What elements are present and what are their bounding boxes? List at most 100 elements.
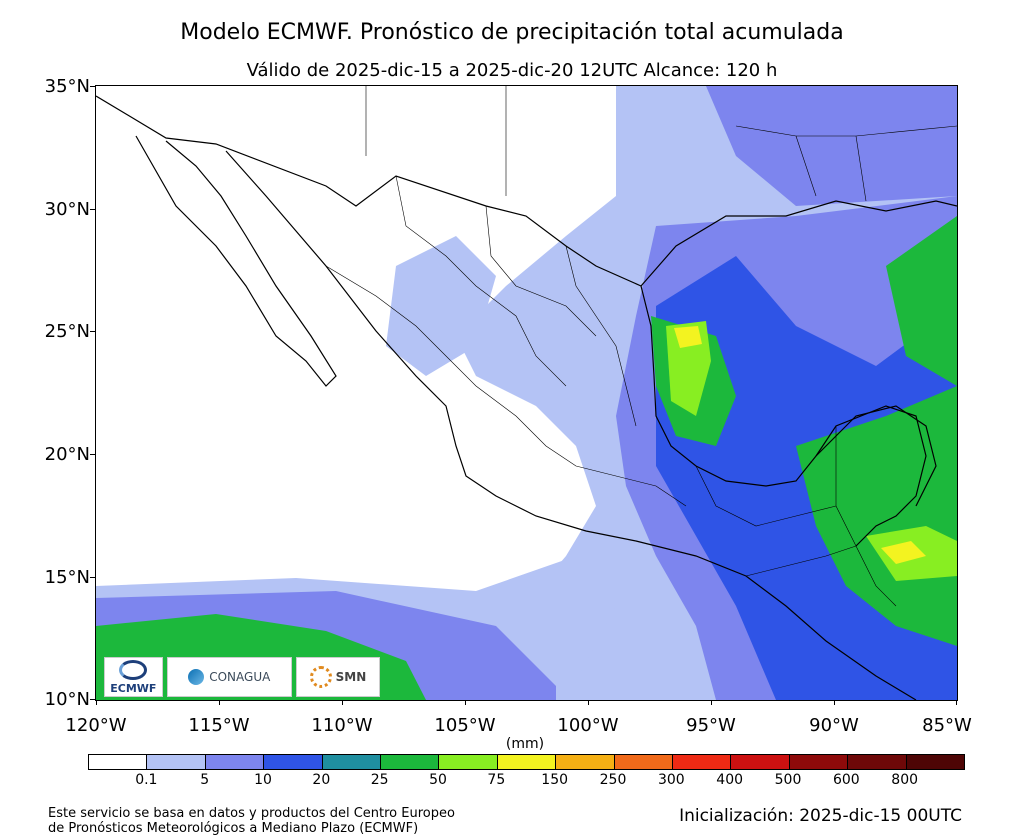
lon-label-115: 115°W [188, 715, 250, 736]
state-border-line [515, 415, 687, 507]
state-border-line [745, 545, 857, 577]
colorbar-label: 600 [832, 772, 860, 788]
precipitation-map [95, 85, 958, 701]
colorbar-label: 25 [370, 772, 389, 788]
ecmwf-logo-text: ECMWF [110, 681, 157, 695]
smn-logo: SMN [295, 657, 380, 697]
lat-label-30: 30°N [44, 199, 90, 220]
lon-label-105: 105°W [434, 715, 496, 736]
colorbar-segment [204, 755, 264, 769]
precip-zone-light-plateau [386, 236, 496, 376]
lon-tick [342, 700, 343, 705]
state-border-line [695, 465, 837, 527]
colorbar-segment [555, 755, 614, 769]
initialization-time: Inicialización: 2025-dic-15 00UTC [679, 806, 962, 826]
lon-tick [834, 700, 835, 705]
lat-tick [90, 699, 95, 700]
state-border-line [795, 135, 817, 197]
colorbar-segment [613, 755, 673, 769]
colorbar-unit: (mm) [505, 736, 545, 752]
colorbar-segment [263, 755, 322, 769]
ecmwf-logo-icon [119, 659, 148, 680]
colorbar-label: 300 [657, 772, 685, 788]
lat-label-15: 15°N [44, 567, 90, 588]
state-border-line [735, 125, 957, 137]
lon-label-110: 110°W [311, 715, 373, 736]
mainland-pacific-coast [225, 150, 917, 700]
colorbar-label: 5 [200, 772, 210, 788]
lat-tick [90, 331, 95, 332]
lon-label-120: 120°W [65, 715, 127, 736]
footer-attribution: Este servicio se basa en datos y product… [48, 806, 455, 836]
precip-zone-green-east [886, 216, 957, 386]
lat-label-10: 10°N [44, 689, 90, 710]
lon-label-100: 100°W [557, 715, 619, 736]
state-borders [325, 86, 957, 607]
smn-logo-text: SMN [335, 670, 367, 684]
colorbar-segment [730, 755, 789, 769]
colorbar-segment [672, 755, 731, 769]
colorbar-label: 500 [774, 772, 802, 788]
colorbar-label: 75 [487, 772, 506, 788]
colorbar-segment [89, 755, 147, 769]
colorbar-segment [788, 755, 848, 769]
precip-zone-yellow-central [881, 541, 926, 564]
logo-strip: ECMWF CONAGUA SMN [104, 657, 380, 697]
footer-line-1: Este servicio se basa en datos y product… [48, 806, 455, 821]
lat-tick [90, 454, 95, 455]
precip-zone-yellow-core [674, 326, 702, 348]
us-gulf-coast [640, 200, 957, 287]
colorbar-segment [146, 755, 205, 769]
lon-tick [96, 700, 97, 705]
lon-tick [711, 700, 712, 705]
baja-california-coast [135, 135, 337, 387]
state-border-line [325, 265, 517, 417]
map-title: Modelo ECMWF. Pronóstico de precipitació… [180, 20, 844, 45]
colorbar-segment [847, 755, 906, 769]
colorbar [88, 754, 965, 770]
precip-zone-blue-north [706, 86, 957, 206]
state-border-line [395, 175, 567, 387]
colorbar-segment [438, 755, 497, 769]
colorbar-label: 800 [891, 772, 919, 788]
state-border-line [485, 205, 597, 337]
colorbar-label: 0.1 [135, 772, 158, 788]
lat-label-25: 25°N [44, 321, 90, 342]
lon-label-85: 85°W [922, 715, 972, 736]
colorbar-label: 10 [254, 772, 272, 788]
precip-zone-lime [666, 321, 711, 416]
colorbar-segment [905, 755, 965, 769]
gulf-coast [640, 285, 927, 547]
lat-label-20: 20°N [44, 444, 90, 465]
lat-tick [90, 577, 95, 578]
colorbar-segment [380, 755, 439, 769]
smn-logo-icon [309, 666, 332, 688]
colorbar-segment [321, 755, 381, 769]
lat-label-35: 35°N [44, 76, 90, 97]
lon-tick [956, 700, 957, 705]
state-border-line [565, 245, 637, 427]
lon-label-95: 95°W [686, 715, 736, 736]
colorbar-label: 400 [716, 772, 744, 788]
lat-tick [90, 209, 95, 210]
colorbar-label: 150 [541, 772, 569, 788]
lon-tick [219, 700, 220, 705]
conagua-logo: CONAGUA [166, 657, 292, 697]
precip-layer [96, 86, 957, 700]
lon-tick [588, 700, 589, 705]
colorbar-segment [496, 755, 556, 769]
ecmwf-logo: ECMWF [104, 657, 163, 697]
map-svg [96, 86, 957, 700]
lon-label-90: 90°W [809, 715, 859, 736]
conagua-logo-icon [188, 669, 205, 685]
lat-tick [90, 86, 95, 87]
lon-tick [465, 700, 466, 705]
colorbar-label: 20 [312, 772, 331, 788]
conagua-logo-text: CONAGUA [209, 670, 271, 684]
yucatan-outline [815, 405, 937, 507]
footer-line-2: de Pronósticos Meteorológicos a Mediano … [48, 821, 419, 836]
map-subtitle: Válido de 2025-dic-15 a 2025-dic-20 12UT… [246, 60, 778, 81]
colorbar-label: 50 [429, 772, 447, 788]
state-border-line [855, 135, 867, 202]
colorbar-label: 250 [599, 772, 627, 788]
